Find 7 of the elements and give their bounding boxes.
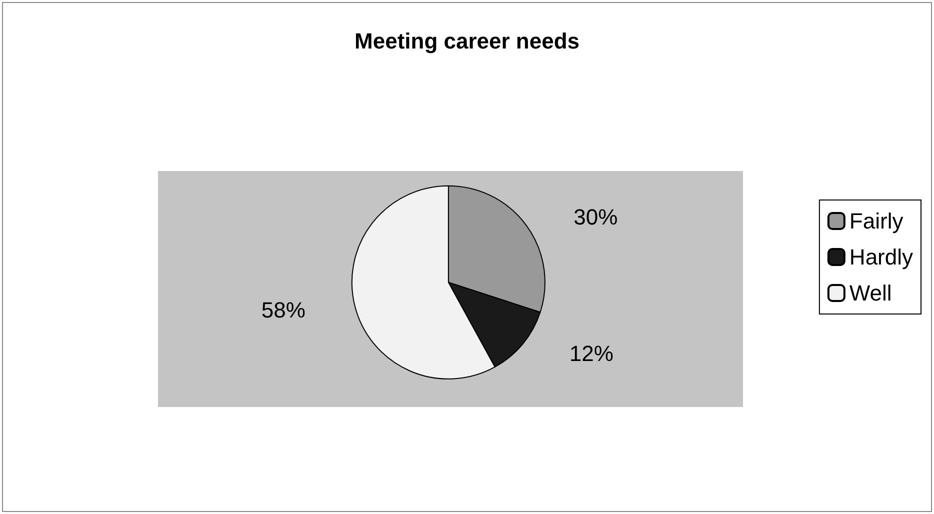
legend-label: Fairly — [849, 208, 904, 234]
chart-title: Meeting career needs — [354, 28, 580, 54]
data-label: 58% — [261, 298, 306, 323]
data-label: 12% — [569, 340, 614, 366]
data-label: 30% — [574, 204, 618, 230]
legend-label: Well — [849, 280, 892, 306]
legend-label: Hardly — [849, 244, 914, 270]
